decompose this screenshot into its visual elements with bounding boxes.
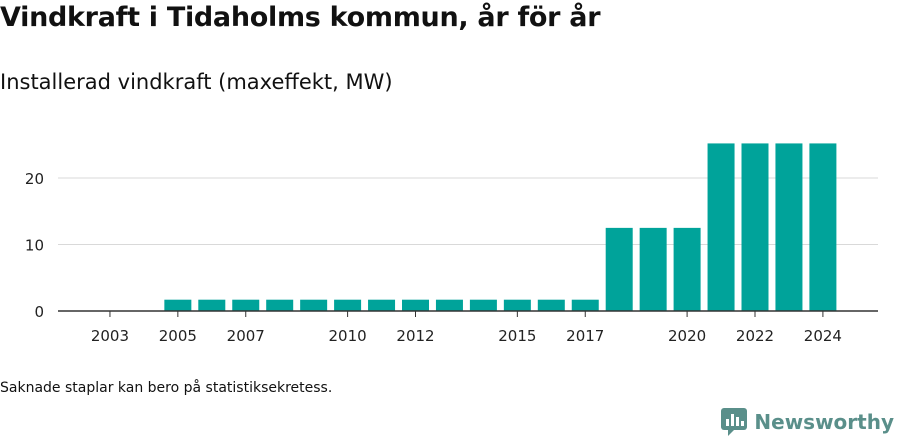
bar — [707, 143, 735, 311]
x-tick-label: 2015 — [498, 327, 536, 345]
bar — [605, 227, 633, 311]
chart-subtitle: Installerad vindkraft (maxeffekt, MW) — [0, 70, 393, 94]
newsworthy-icon — [721, 408, 748, 436]
x-tick-label: 2005 — [159, 327, 197, 345]
x-tick-label: 2024 — [804, 327, 842, 345]
x-tick-label: 2017 — [566, 327, 604, 345]
bar-chart: 0 10 20 2003 2005 2007 2010 2012 2015 2017 2020 202… — [25, 143, 878, 345]
bar — [469, 299, 497, 311]
footnote: Saknade staplar kan bero på statistiksek… — [0, 380, 333, 396]
chart-title: Vindkraft i Tidaholms kommun, år för år — [0, 2, 601, 33]
bar — [368, 299, 396, 311]
bar — [198, 299, 226, 311]
bar — [503, 299, 531, 311]
bar — [402, 299, 429, 311]
brand-name: Newsworthy — [754, 410, 894, 434]
bar — [266, 299, 294, 311]
bar — [571, 299, 599, 311]
bar — [673, 227, 701, 311]
brand-logo[interactable]: Newsworthy — [720, 406, 894, 438]
bar — [537, 299, 565, 311]
y-tick-label: 20 — [25, 170, 44, 188]
bar — [809, 143, 837, 311]
x-tick-label: 2012 — [396, 327, 434, 345]
bar — [775, 143, 803, 311]
bar — [639, 227, 667, 311]
y-tick-label: 10 — [25, 237, 44, 255]
bar — [232, 299, 260, 311]
x-tick-label: 2022 — [736, 327, 774, 345]
bar — [334, 299, 362, 311]
bar — [300, 299, 328, 311]
bar — [435, 299, 463, 311]
x-tick-label: 2010 — [329, 327, 367, 345]
x-tick-label: 2007 — [227, 327, 265, 345]
bar — [164, 299, 192, 311]
x-tick-label: 2020 — [668, 327, 706, 345]
bar — [741, 143, 769, 311]
y-tick-label: 0 — [34, 303, 44, 321]
x-tick-label: 2003 — [91, 327, 129, 345]
